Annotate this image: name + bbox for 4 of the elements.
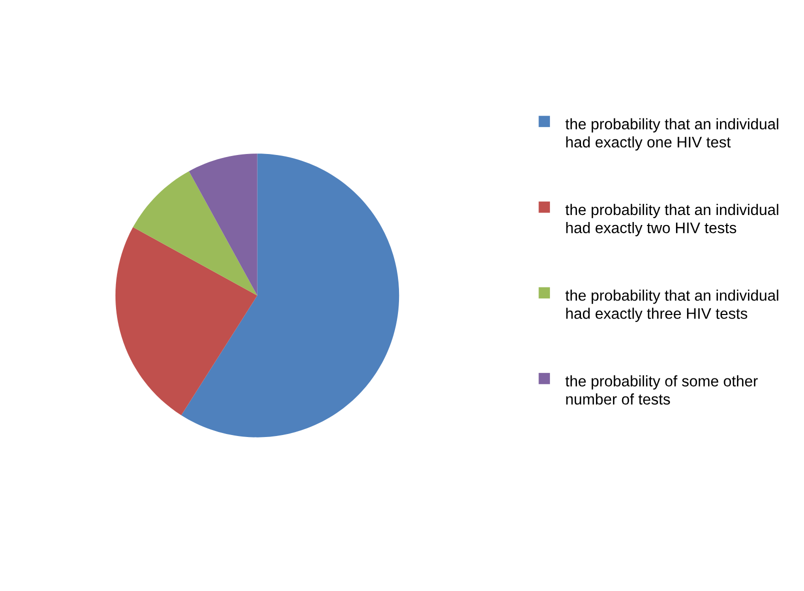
- legend-label: the probability that an individual had exactly two HIV tests: [565, 204, 778, 236]
- legend-label: the probability of some other number of tests: [565, 375, 758, 405]
- legend-label: the probability that an individual had exactly three HIV tests: [565, 290, 778, 322]
- legend-label: the probability that an individual had exactly one HIV test: [565, 118, 778, 151]
